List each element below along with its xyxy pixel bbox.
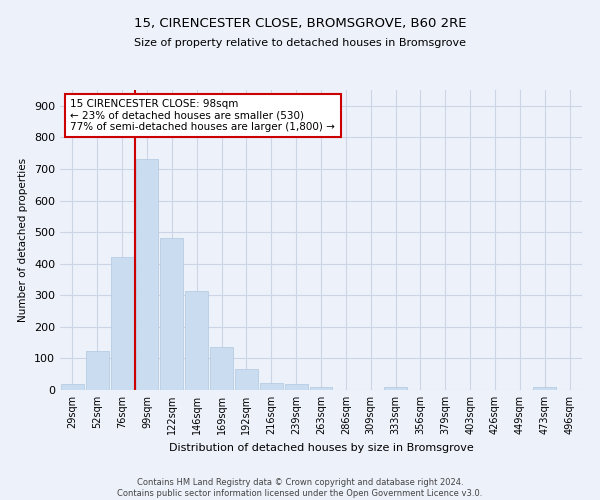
Text: 15 CIRENCESTER CLOSE: 98sqm
← 23% of detached houses are smaller (530)
77% of se: 15 CIRENCESTER CLOSE: 98sqm ← 23% of det…	[70, 99, 335, 132]
Bar	[111, 258, 134, 390]
Bar	[260, 382, 283, 390]
Y-axis label: Number of detached properties: Number of detached properties	[19, 158, 28, 322]
Bar	[185, 290, 208, 390]
Bar	[533, 388, 556, 390]
Bar	[160, 238, 183, 390]
Text: Size of property relative to detached houses in Bromsgrove: Size of property relative to detached ho…	[134, 38, 466, 48]
Bar	[235, 368, 258, 390]
Bar	[384, 388, 407, 390]
Text: 15, CIRENCESTER CLOSE, BROMSGROVE, B60 2RE: 15, CIRENCESTER CLOSE, BROMSGROVE, B60 2…	[134, 18, 466, 30]
Text: Contains HM Land Registry data © Crown copyright and database right 2024.
Contai: Contains HM Land Registry data © Crown c…	[118, 478, 482, 498]
Bar	[285, 384, 308, 390]
Bar	[86, 352, 109, 390]
Bar	[310, 388, 332, 390]
Bar	[210, 348, 233, 390]
Bar	[136, 160, 158, 390]
X-axis label: Distribution of detached houses by size in Bromsgrove: Distribution of detached houses by size …	[169, 442, 473, 452]
Bar	[61, 384, 84, 390]
